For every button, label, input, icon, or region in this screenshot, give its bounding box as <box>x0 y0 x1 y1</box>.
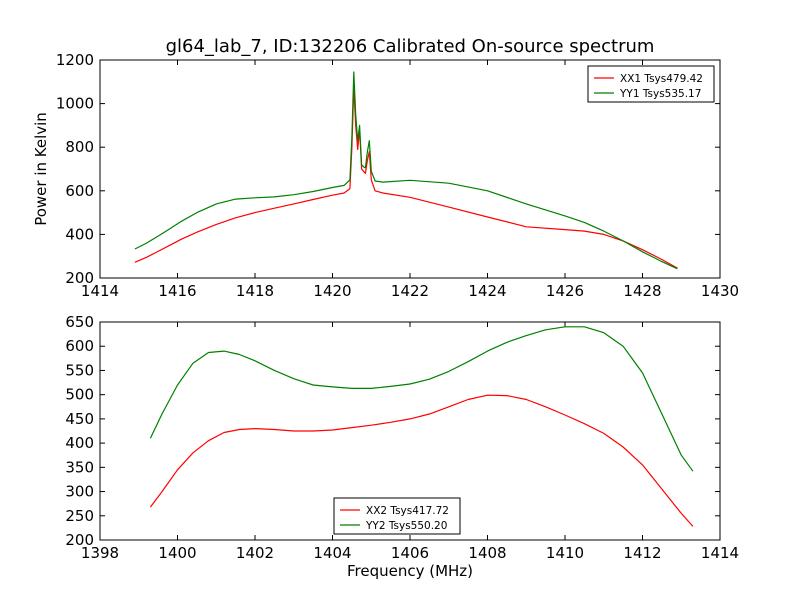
top-x-tick-label: 1418 <box>236 282 274 300</box>
bottom-x-tick-label: 1408 <box>468 544 506 562</box>
top-x-tick-label: 1424 <box>468 282 506 300</box>
bottom-y-tick-label: 250 <box>65 507 94 525</box>
top-y-tick-label: 1200 <box>56 51 94 69</box>
bottom-series-line-green <box>149 326 694 472</box>
bottom-legend: XX2 Tsys417.72 YY2 Tsys550.20 <box>333 497 461 535</box>
bottom-y-tick-label: 650 <box>65 313 94 331</box>
top-y-tick-label: 1000 <box>56 95 94 113</box>
bottom-x-tick-label: 1412 <box>623 544 661 562</box>
top-legend-label: XX1 Tsys479.42 <box>620 73 703 85</box>
bottom-legend-label: XX2 Tsys417.72 <box>366 505 449 517</box>
bottom-x-tick-label: 1398 <box>81 544 119 562</box>
bottom-x-tick-label: 1410 <box>546 544 584 562</box>
figure-title: gl64_lab_7, ID:132206 Calibrated On-sour… <box>166 36 655 57</box>
top-y-axis-label: Power in Kelvin <box>32 112 50 226</box>
top-x-tick-label: 1420 <box>313 282 351 300</box>
top-legend-box <box>587 65 715 103</box>
bottom-x-tick-label: 1404 <box>313 544 351 562</box>
top-y-tick-label: 200 <box>65 269 94 287</box>
bottom-chart-panel: 1398 1400 1402 1404 1406 1408 1410 1412 1414 200 2… <box>65 313 739 580</box>
bottom-x-tick-label: 1414 <box>701 544 739 562</box>
bottom-y-tick-label: 300 <box>65 483 94 501</box>
top-x-tick-label: 1416 <box>158 282 196 300</box>
top-x-tick-label: 1426 <box>546 282 584 300</box>
bottom-x-tick-label: 1406 <box>391 544 429 562</box>
bottom-x-axis-label: Frequency (MHz) <box>347 562 473 580</box>
bottom-y-tick-label: 200 <box>65 531 94 549</box>
bottom-series-line-red <box>149 394 694 527</box>
bottom-y-tick-label: 500 <box>65 386 94 404</box>
bottom-y-tick-label: 450 <box>65 410 94 428</box>
bottom-x-tick-label: 1402 <box>236 544 274 562</box>
top-chart-panel: 1414 1416 1418 1420 1422 1424 1426 1428 1430 200 4… <box>32 51 739 300</box>
bottom-y-tick-label: 600 <box>65 337 94 355</box>
top-y-tick-label: 600 <box>65 182 94 200</box>
top-legend: XX1 Tsys479.42 YY1 Tsys535.17 <box>587 65 715 103</box>
bottom-y-tick-label: 350 <box>65 458 94 476</box>
top-x-tick-label: 1414 <box>81 282 119 300</box>
top-x-tick-label: 1422 <box>391 282 429 300</box>
bottom-y-tick-label: 550 <box>65 361 94 379</box>
top-y-tick-label: 400 <box>65 225 94 243</box>
bottom-legend-label: YY2 Tsys550.20 <box>365 520 447 532</box>
bottom-y-tick-label: 400 <box>65 434 94 452</box>
top-y-tick-label: 800 <box>65 138 94 156</box>
top-x-tick-label: 1430 <box>701 282 739 300</box>
top-x-tick-label: 1428 <box>623 282 661 300</box>
bottom-legend-box <box>333 497 461 535</box>
top-series-line-green <box>134 71 678 270</box>
bottom-x-tick-label: 1400 <box>158 544 196 562</box>
top-legend-label: YY1 Tsys535.17 <box>619 88 701 100</box>
